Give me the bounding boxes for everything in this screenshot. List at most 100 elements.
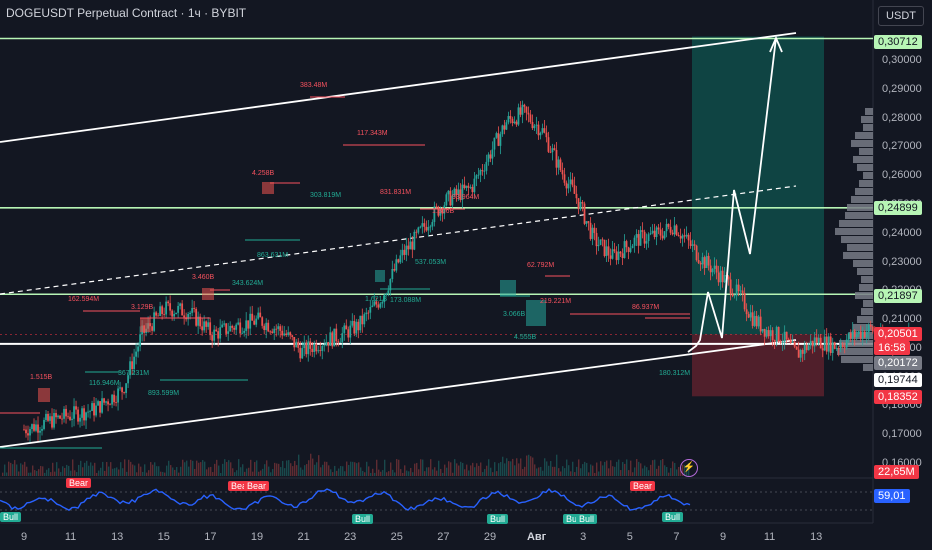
- order-block-box: [375, 270, 385, 282]
- volume-bar: [230, 462, 232, 476]
- lightning-icon[interactable]: ⚡: [680, 459, 698, 477]
- candle-body: [531, 121, 534, 129]
- volume-bar: [574, 472, 576, 476]
- candle-body: [389, 278, 392, 291]
- candle-body: [675, 225, 678, 236]
- volume-bar: [292, 466, 294, 476]
- volume-bar: [582, 464, 584, 476]
- x-tick-label: 21: [297, 531, 310, 543]
- currency-button[interactable]: USDT: [878, 6, 924, 26]
- volume-bar: [408, 471, 410, 476]
- candle-body: [397, 259, 400, 263]
- candle-body: [125, 383, 127, 393]
- volume-bar: [554, 466, 556, 476]
- volume-bar: [44, 472, 46, 476]
- candle-body: [173, 313, 176, 317]
- candle-body: [411, 241, 414, 250]
- volume-bar: [596, 462, 598, 476]
- candle-body: [819, 337, 822, 349]
- volume-bar: [102, 461, 104, 476]
- order-block-annotation: 180.312M: [659, 370, 691, 377]
- candle-body: [735, 284, 738, 296]
- volume-bar: [580, 468, 582, 476]
- rsi-signal-tag: Bear: [244, 481, 270, 491]
- candle-body: [773, 340, 776, 342]
- candle-body: [745, 309, 748, 315]
- volume-profile-bar: [859, 284, 873, 291]
- order-block-box: [262, 182, 274, 194]
- candle-body: [179, 303, 182, 306]
- volume-bar: [6, 472, 8, 476]
- volume-bar: [482, 472, 484, 476]
- candle-body: [815, 337, 818, 344]
- candle-body: [665, 223, 668, 232]
- candle-body: [795, 346, 798, 350]
- volume-bar: [238, 459, 240, 476]
- candle-body: [329, 332, 332, 346]
- volume-bar: [616, 461, 618, 476]
- volume-bar: [166, 465, 168, 476]
- volume-bar: [198, 462, 200, 476]
- candle-body: [605, 246, 608, 257]
- order-block-annotation: 893.599M: [148, 390, 180, 397]
- volume-bar: [492, 472, 494, 476]
- volume-bar: [504, 463, 506, 476]
- candle-body: [565, 182, 568, 189]
- volume-bar: [256, 460, 258, 476]
- candle-body: [415, 231, 418, 233]
- candle-body: [713, 265, 716, 269]
- candle-body: [693, 244, 696, 246]
- volume-bar: [644, 465, 646, 476]
- candle-body: [657, 227, 660, 230]
- candle-body: [123, 392, 125, 393]
- volume-bar: [60, 472, 62, 476]
- volume-bar: [474, 467, 476, 476]
- candle-body: [199, 316, 202, 327]
- candle-body: [75, 406, 77, 410]
- volume-bar: [266, 460, 268, 476]
- candle-body: [117, 388, 119, 403]
- volume-bar: [276, 463, 278, 476]
- candle-body: [325, 341, 328, 346]
- candle-body: [339, 342, 342, 343]
- candle-body: [229, 325, 232, 332]
- candle-body: [215, 329, 218, 332]
- candle-body: [37, 424, 39, 433]
- candle-body: [661, 235, 664, 239]
- volume-bar: [348, 464, 350, 476]
- order-block-annotation: 173.088M: [390, 297, 422, 304]
- candle-body: [223, 323, 226, 325]
- volume-profile-bar: [841, 236, 873, 243]
- candle-body: [553, 148, 556, 150]
- candle-body: [475, 175, 478, 179]
- volume-bar: [308, 460, 310, 476]
- volume-bar: [562, 466, 564, 476]
- volume-bar: [272, 469, 274, 476]
- candle-body: [577, 198, 580, 210]
- volume-bar: [576, 466, 578, 476]
- candle-body: [615, 251, 618, 261]
- candle-body: [591, 227, 594, 239]
- candle-body: [35, 424, 37, 431]
- volume-profile-bar: [847, 204, 873, 211]
- volume-bar: [370, 472, 372, 476]
- candle-body: [169, 303, 172, 311]
- candle-body: [681, 235, 684, 239]
- volume-bar: [600, 461, 602, 476]
- volume-bar: [552, 466, 554, 476]
- candle-body: [247, 320, 250, 329]
- volume-bar: [398, 459, 400, 476]
- candle-body: [569, 179, 572, 184]
- candle-body: [769, 330, 772, 337]
- candle-body: [155, 312, 158, 316]
- candle-body: [121, 387, 123, 393]
- volume-bar: [22, 464, 24, 476]
- volume-bar: [548, 465, 550, 476]
- candle-body: [395, 259, 398, 271]
- order-block-box: [500, 280, 516, 296]
- volume-bar: [144, 464, 146, 476]
- volume-bar: [54, 471, 56, 476]
- candle-body: [835, 348, 838, 349]
- projection-arrowhead: [769, 35, 783, 53]
- candle-body: [825, 336, 828, 352]
